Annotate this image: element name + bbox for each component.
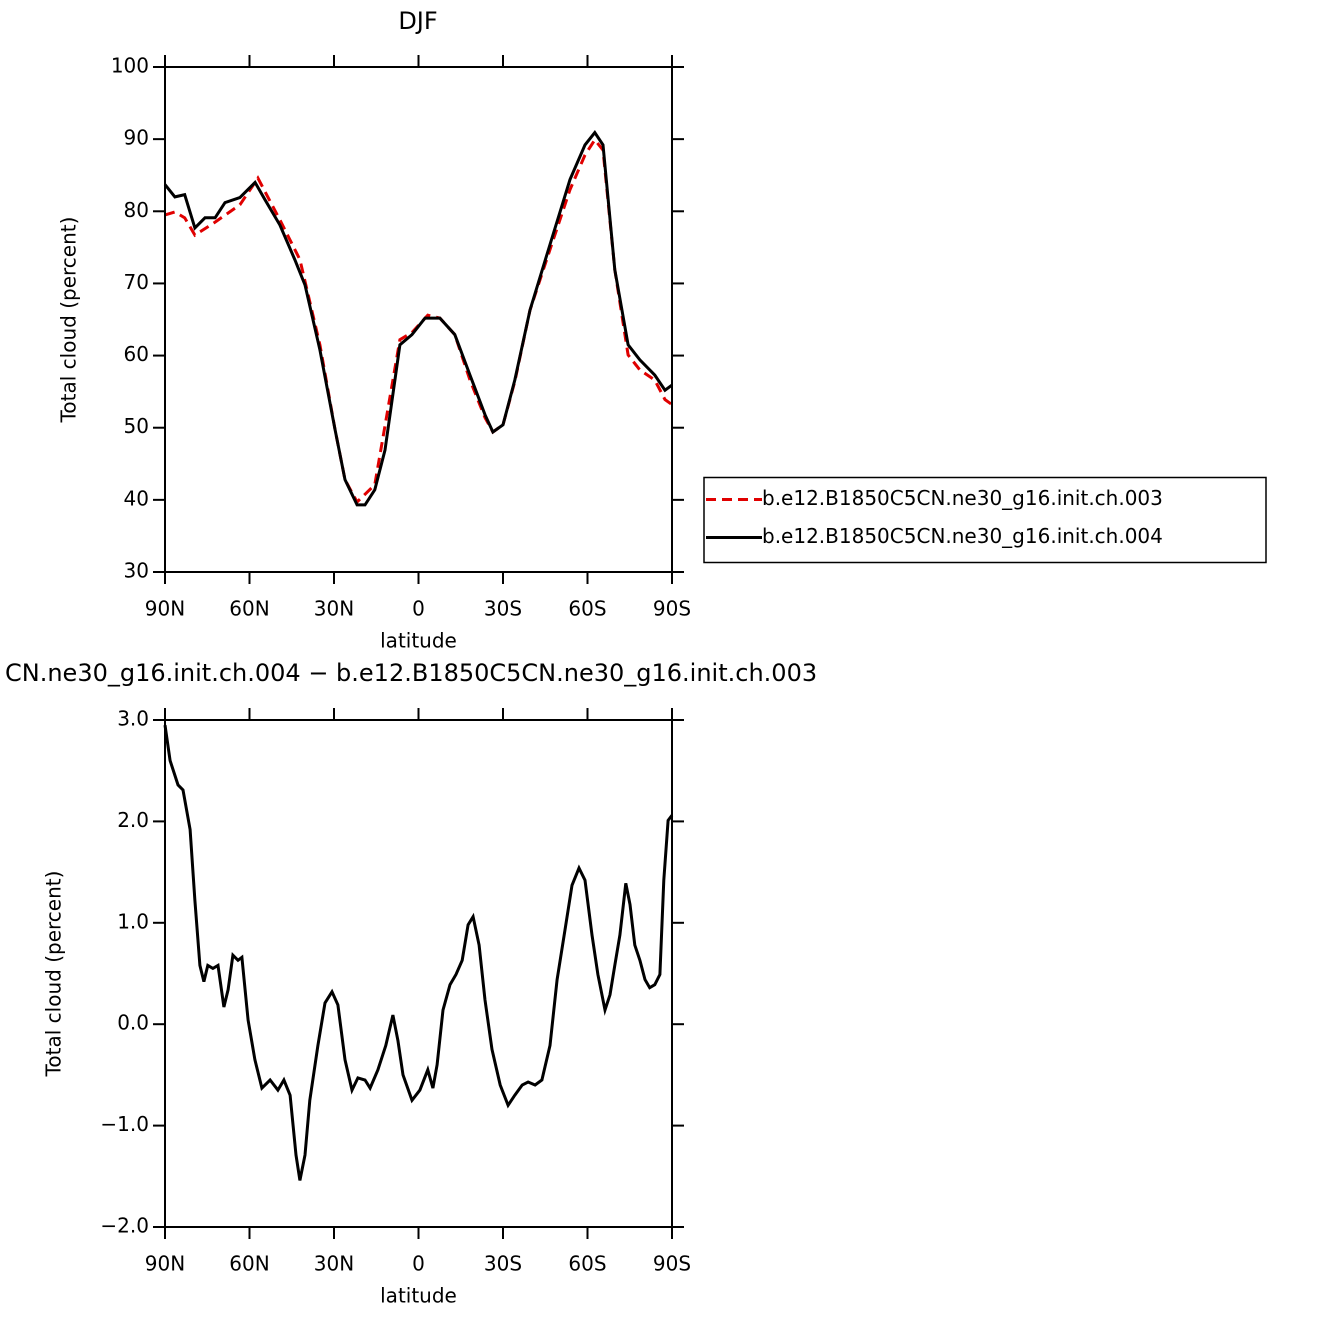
y-tick-label: 0.0 (117, 1011, 149, 1035)
plot-frame (164, 719, 673, 1228)
legend-box (703, 476, 1267, 564)
x-tick-label: 60S (568, 597, 606, 621)
y-axis-label: Total cloud (percent) (57, 217, 81, 424)
y-tick-label: 50 (124, 414, 149, 438)
x-tick-label: 90N (145, 1252, 185, 1276)
plot-frame (164, 66, 673, 573)
y-tick-label: −1.0 (100, 1112, 149, 1136)
y-tick-label: 2.0 (117, 808, 149, 832)
x-tick-label: 60S (568, 1252, 606, 1276)
x-tick-label: 30N (314, 597, 354, 621)
x-tick-label: 30N (314, 1252, 354, 1276)
x-tick-label: 0 (412, 1252, 425, 1276)
y-tick-label: 80 (124, 198, 149, 222)
y-tick-label: 70 (124, 270, 149, 294)
x-tick-label: 90S (653, 1252, 691, 1276)
y-tick-label: 30 (124, 559, 149, 583)
legend-label: b.e12.B1850C5CN.ne30_g16.init.ch.003 (762, 486, 1163, 510)
data-line (164, 137, 673, 505)
y-tick-label: 100 (111, 54, 149, 78)
chart-title: DJF (398, 7, 437, 35)
x-tick-label: 90N (145, 597, 185, 621)
data-line (163, 724, 674, 1181)
x-tick-label: 0 (412, 597, 425, 621)
x-tick-label: 90S (653, 597, 691, 621)
y-tick-label: 60 (124, 342, 149, 366)
y-tick-label: −2.0 (100, 1214, 149, 1238)
x-tick-label: 30S (484, 1252, 522, 1276)
y-tick-label: 90 (124, 126, 149, 150)
x-axis-label: latitude (380, 1284, 457, 1308)
x-axis-label: latitude (380, 629, 457, 653)
y-tick-label: 3.0 (117, 707, 149, 731)
x-tick-label: 60N (229, 1252, 269, 1276)
chart-title: CN.ne30_g16.init.ch.004 − b.e12.B1850C5C… (5, 659, 817, 687)
y-tick-label: 40 (124, 486, 149, 510)
y-axis-label: Total cloud (percent) (42, 871, 66, 1078)
x-tick-label: 60N (229, 597, 269, 621)
x-tick-label: 30S (484, 597, 522, 621)
y-tick-label: 1.0 (117, 909, 149, 933)
legend-label: b.e12.B1850C5CN.ne30_g16.init.ch.004 (762, 524, 1163, 548)
data-line (163, 130, 673, 507)
